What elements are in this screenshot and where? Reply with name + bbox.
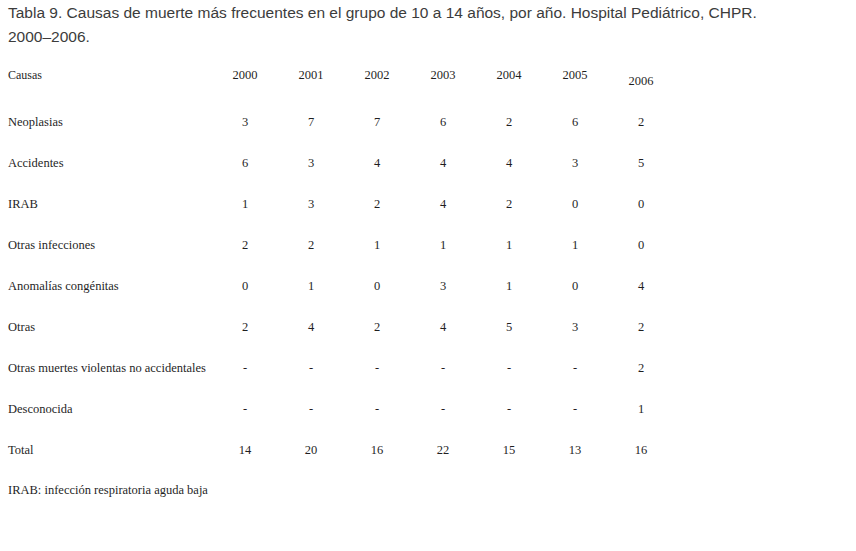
cell-value: 3 [542, 156, 608, 197]
cell-value: 14 [212, 443, 278, 484]
column-header-year-2006: 2006 [608, 68, 674, 115]
table-row-irab: IRAB 1 3 2 4 2 0 0 [8, 197, 674, 238]
cell-value: 1 [542, 238, 608, 279]
causes-of-death-table: Causas 2000 2001 2002 2003 2004 2005 200… [8, 68, 674, 484]
document-page: Tabla 9. Causas de muerte más frecuentes… [0, 0, 856, 551]
cell-value: 1 [278, 279, 344, 320]
cell-value: 0 [542, 279, 608, 320]
cell-value: 0 [608, 197, 674, 238]
cell-value: 3 [278, 197, 344, 238]
cell-value: 16 [344, 443, 410, 484]
cell-value: 7 [344, 115, 410, 156]
cell-value: 6 [542, 115, 608, 156]
cell-value: - [476, 402, 542, 443]
table-row-accidentes: Accidentes 6 3 4 4 4 3 5 [8, 156, 674, 197]
cell-value: 2 [212, 238, 278, 279]
cell-value: 7 [278, 115, 344, 156]
column-header-causas: Causas [8, 68, 212, 115]
cell-value: - [542, 361, 608, 402]
cell-value: 5 [608, 156, 674, 197]
cell-value: 20 [278, 443, 344, 484]
cell-value: 2 [476, 115, 542, 156]
column-header-year-2004: 2004 [476, 68, 542, 115]
cell-value: - [410, 361, 476, 402]
cell-value: 4 [410, 320, 476, 361]
table-footnote: IRAB: infección respiratoria aguda baja [8, 483, 208, 498]
cell-value: 4 [410, 156, 476, 197]
cell-value: - [344, 402, 410, 443]
cell-value: - [542, 402, 608, 443]
cell-value: 2 [476, 197, 542, 238]
column-header-year-2002: 2002 [344, 68, 410, 115]
cell-value: - [212, 402, 278, 443]
column-header-year-2000: 2000 [212, 68, 278, 115]
row-label: Otras muertes violentas no accidentales [8, 361, 212, 402]
cell-value: 2 [344, 197, 410, 238]
column-header-year-2003: 2003 [410, 68, 476, 115]
cell-value: 2 [608, 361, 674, 402]
table-row-otras-muertes-violentas: Otras muertes violentas no accidentales … [8, 361, 674, 402]
cell-value: 6 [212, 156, 278, 197]
table-row-total: Total 14 20 16 22 15 13 16 [8, 443, 674, 484]
cell-value: 1 [608, 402, 674, 443]
cell-value: 1 [410, 238, 476, 279]
cell-value: 0 [344, 279, 410, 320]
row-label: Neoplasias [8, 115, 212, 156]
cell-value: 1 [476, 238, 542, 279]
cell-value: 3 [542, 320, 608, 361]
cell-value: 2 [608, 320, 674, 361]
row-label: Accidentes [8, 156, 212, 197]
cell-value: 4 [410, 197, 476, 238]
table-row-otras-infecciones: Otras infecciones 2 2 1 1 1 1 0 [8, 238, 674, 279]
cell-value: 1 [212, 197, 278, 238]
cell-value: 3 [212, 115, 278, 156]
cell-value: 2 [212, 320, 278, 361]
column-header-year-2001: 2001 [278, 68, 344, 115]
row-label: Anomalías congénitas [8, 279, 212, 320]
cell-value: 0 [542, 197, 608, 238]
cell-value: - [278, 361, 344, 402]
cell-value: 13 [542, 443, 608, 484]
row-label: Otras [8, 320, 212, 361]
cell-value: 6 [410, 115, 476, 156]
cell-value: 0 [608, 238, 674, 279]
cell-value: 22 [410, 443, 476, 484]
cell-value: 3 [410, 279, 476, 320]
cell-value: - [476, 361, 542, 402]
table-row-otras: Otras 2 4 2 4 5 3 2 [8, 320, 674, 361]
cell-value: 5 [476, 320, 542, 361]
table-row-neoplasias: Neoplasias 3 7 7 6 2 6 2 [8, 115, 674, 156]
cell-value: - [278, 402, 344, 443]
cell-value: 2 [344, 320, 410, 361]
cell-value: - [410, 402, 476, 443]
row-label: IRAB [8, 197, 212, 238]
cell-value: - [344, 361, 410, 402]
column-header-year-2005: 2005 [542, 68, 608, 115]
row-label: Otras infecciones [8, 238, 212, 279]
cell-value: 1 [476, 279, 542, 320]
cell-value: 3 [278, 156, 344, 197]
cell-value: - [212, 361, 278, 402]
cell-value: 4 [476, 156, 542, 197]
row-label: Desconocida [8, 402, 212, 443]
header-row: Causas 2000 2001 2002 2003 2004 2005 200… [8, 68, 674, 115]
cell-value: 2 [608, 115, 674, 156]
cell-value: 2 [278, 238, 344, 279]
table-caption: Tabla 9. Causas de muerte más frecuentes… [8, 1, 800, 49]
cell-value: 0 [212, 279, 278, 320]
cell-value: 4 [278, 320, 344, 361]
table-row-desconocida: Desconocida - - - - - - 1 [8, 402, 674, 443]
cell-value: 4 [344, 156, 410, 197]
row-label: Total [8, 443, 212, 484]
table-row-anomalias-congenitas: Anomalías congénitas 0 1 0 3 1 0 4 [8, 279, 674, 320]
cell-value: 1 [344, 238, 410, 279]
cell-value: 15 [476, 443, 542, 484]
cell-value: 4 [608, 279, 674, 320]
cell-value: 16 [608, 443, 674, 484]
